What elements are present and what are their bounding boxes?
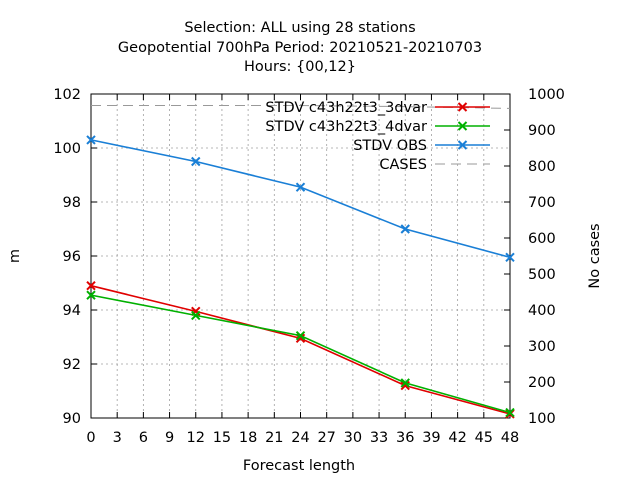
title-line-parameter-period: Geopotential 700hPa Period: 20210521-202… <box>118 40 482 56</box>
axes: 0 3 6 9 12 15 18 21 24 27 30 33 36 39 42 45 489092949698… <box>53 87 565 446</box>
y-tick-label: 94 <box>63 303 81 319</box>
legend-label: STDV c43h22t3_3dvar <box>265 100 427 116</box>
title-line-hours: Hours: {00,12} <box>244 59 356 75</box>
y2-axis-label: No cases <box>587 223 603 288</box>
y2-tick-label: 700 <box>528 195 556 211</box>
x-tick-label: 39 <box>422 430 440 446</box>
y-axis-label: m <box>7 249 23 263</box>
x-axis-label: Forecast length <box>243 458 355 474</box>
data-point <box>505 407 515 418</box>
y2-tick-label: 400 <box>528 303 556 319</box>
y-tick-label: 90 <box>63 411 81 427</box>
x-tick-label: 24 <box>291 430 309 446</box>
y2-tick-label: 600 <box>528 231 556 247</box>
y-tick-label: 96 <box>63 249 81 265</box>
y2-tick-label: 800 <box>528 159 556 175</box>
marker-stroke <box>400 224 410 234</box>
legend-marker <box>457 140 468 150</box>
marker-stroke <box>295 330 306 341</box>
legend-label: STDV OBS <box>353 138 427 154</box>
x-tick-label: 36 <box>396 430 414 446</box>
marker-stroke <box>505 407 515 418</box>
x-tick-label: 15 <box>213 430 231 446</box>
data-point <box>86 280 96 291</box>
marker-stroke <box>191 310 201 321</box>
marker-stroke <box>505 252 515 263</box>
x-tick-label: 3 <box>113 430 122 446</box>
marker-stroke <box>400 378 410 388</box>
y-tick-label: 102 <box>53 87 81 103</box>
marker-stroke <box>295 182 306 192</box>
data-point <box>86 135 96 145</box>
data-point <box>295 330 306 341</box>
data-point <box>505 252 515 263</box>
y2-tick-label: 900 <box>528 123 556 139</box>
y2-tick-label: 500 <box>528 267 556 283</box>
y-tick-label: 100 <box>53 141 81 157</box>
x-tick-label: 0 <box>86 430 95 446</box>
x-tick-label: 9 <box>165 430 174 446</box>
legend-label: CASES <box>379 157 427 173</box>
y-tick-label: 98 <box>63 195 81 211</box>
data-point <box>400 378 410 388</box>
grid <box>91 94 510 418</box>
x-tick-label: 18 <box>239 430 257 446</box>
x-tick-label: 6 <box>139 430 148 446</box>
x-tick-label: 12 <box>187 430 205 446</box>
y2-tick-label: 1000 <box>528 87 565 103</box>
legend-marker <box>457 102 468 112</box>
title-line-selection: Selection: ALL using 28 stations <box>184 20 415 36</box>
x-tick-label: 21 <box>265 430 283 446</box>
x-tick-label: 42 <box>448 430 466 446</box>
x-tick-label: 27 <box>317 430 335 446</box>
y2-tick-label: 200 <box>528 375 556 391</box>
y-tick-label: 92 <box>63 357 81 373</box>
data-point <box>400 224 410 234</box>
legend-label: STDV c43h22t3_4dvar <box>265 119 427 135</box>
y2-tick-label: 300 <box>528 339 556 355</box>
y2-tick-label: 100 <box>528 411 556 427</box>
data-point <box>191 310 201 321</box>
data-point <box>191 156 201 167</box>
series-line-4 <box>91 105 511 109</box>
x-tick-label: 33 <box>370 430 388 446</box>
chart-title: Selection: ALL using 28 stations Geopote… <box>118 20 482 75</box>
marker-stroke <box>295 333 306 344</box>
legend: STDV c43h22t3_3dvar STDV c43h22t3_4dvar ST… <box>265 100 490 173</box>
x-tick-label: 45 <box>475 430 493 446</box>
x-tick-label: 30 <box>344 430 362 446</box>
x-tick-label: 48 <box>501 430 519 446</box>
marker-stroke <box>86 280 96 291</box>
legend-marker <box>457 121 468 131</box>
marker-stroke <box>86 290 96 300</box>
data-point <box>86 290 96 300</box>
marker-stroke <box>191 156 201 167</box>
data-point <box>295 182 306 192</box>
plot-area <box>86 105 515 419</box>
marker-stroke <box>86 135 96 145</box>
